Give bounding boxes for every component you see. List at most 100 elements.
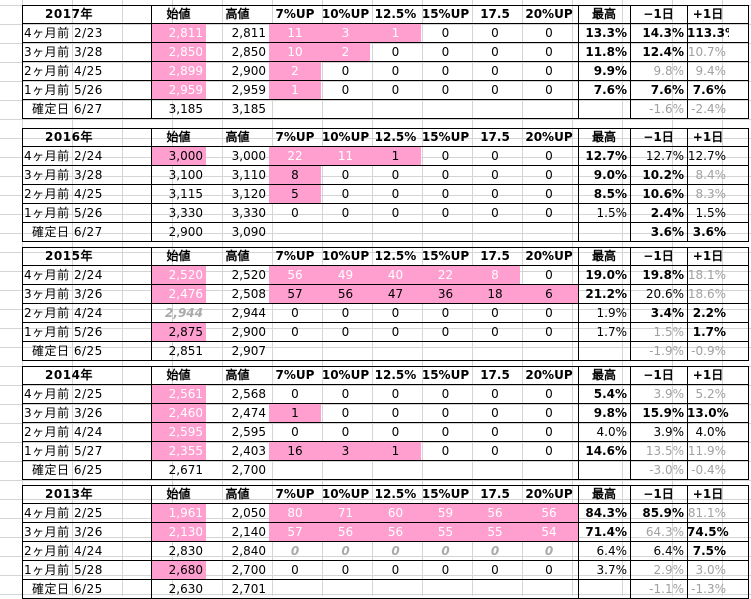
column-header[interactable]: 17.5 [480,368,510,382]
data-cell[interactable]: 1 [370,24,421,42]
data-cell[interactable]: 0 [545,268,553,282]
data-cell[interactable]: 2,900 [231,64,266,78]
column-header[interactable]: +1日 [692,130,724,144]
data-cell[interactable]: 2.4% [650,206,684,220]
data-cell[interactable]: 2 [269,62,321,80]
data-cell[interactable]: 0 [391,206,400,220]
data-cell[interactable]: 22 [421,266,470,284]
data-cell[interactable]: 74.5% [687,525,729,539]
row-label[interactable]: 確定日 6/25 [32,344,103,358]
column-header[interactable]: 高値 [225,7,250,21]
data-cell[interactable]: 0 [341,306,350,320]
data-cell[interactable]: 19.0% [585,268,627,282]
data-cell[interactable]: 1 [269,404,321,422]
data-cell[interactable]: 5.2% [695,387,727,401]
column-header[interactable]: 20%UP [525,130,573,144]
data-cell[interactable]: 0 [441,444,450,458]
data-cell[interactable]: 2,875 [151,323,206,341]
data-cell[interactable]: 0 [341,83,350,97]
column-header[interactable]: 最高 [591,249,616,263]
data-cell[interactable]: 1 [370,442,421,460]
column-header[interactable]: 高値 [225,368,250,382]
column-header[interactable]: 15%UP [421,130,470,144]
data-cell[interactable]: 7.6% [593,83,627,97]
data-cell[interactable]: 3.6% [650,225,684,239]
data-cell[interactable]: 0 [291,387,299,401]
data-cell[interactable]: 2,355 [151,442,206,460]
data-cell[interactable]: 9.8% [653,64,685,78]
data-cell[interactable]: 0 [441,64,450,78]
data-cell[interactable] [520,100,578,118]
data-cell[interactable]: 0 [491,168,499,182]
row-label[interactable]: 2ヶ月前 4/24 [24,306,103,320]
row-label[interactable]: 2ヶ月前 4/25 [24,187,103,201]
row-label[interactable]: 3ヶ月前 3/28 [24,168,103,182]
data-cell[interactable]: 3.9% [653,387,685,401]
data-cell[interactable]: 3,185 [168,102,203,116]
data-cell[interactable]: 0 [491,187,499,201]
data-cell[interactable] [370,342,421,360]
data-cell[interactable]: 0 [341,187,350,201]
column-header[interactable]: 12.5% [374,487,417,501]
data-cell[interactable]: 0 [491,387,499,401]
data-cell[interactable]: 0 [441,45,450,59]
data-cell[interactable]: 56 [269,266,321,284]
column-header[interactable]: 高値 [225,487,250,501]
data-cell[interactable] [269,580,321,598]
data-cell[interactable]: 0 [291,306,299,320]
data-cell[interactable]: 12.7% [645,149,684,163]
column-header[interactable]: 17.5 [480,487,510,501]
data-cell[interactable]: 12.7% [585,149,627,163]
data-cell[interactable] [321,100,370,118]
data-cell[interactable] [470,100,520,118]
data-cell[interactable]: 21.2% [585,287,627,301]
data-cell[interactable]: 0 [391,64,400,78]
row-label[interactable]: 4ヶ月前 2/23 [24,26,103,40]
data-cell[interactable]: 0 [441,544,450,558]
data-cell[interactable] [470,461,520,479]
row-label[interactable]: 確定日 6/27 [32,102,103,116]
data-cell[interactable]: 2,944 [231,306,266,320]
data-cell[interactable]: 3 [321,24,370,42]
column-header[interactable]: 10%UP [321,130,370,144]
data-cell[interactable]: 3,110 [231,168,266,182]
row-label[interactable]: 1ヶ月前 5/27 [24,444,103,458]
data-cell[interactable]: 0 [391,563,400,577]
data-cell[interactable]: 0 [391,187,400,201]
data-cell[interactable]: -3.0% [649,463,684,477]
data-cell[interactable]: 0 [291,563,299,577]
data-cell[interactable]: 0 [491,26,499,40]
data-cell[interactable]: 18.1% [687,268,726,282]
data-cell[interactable]: 12.7% [687,149,726,163]
data-cell[interactable] [578,342,630,360]
data-cell[interactable]: 2,907 [231,344,266,358]
data-cell[interactable]: 40 [370,266,421,284]
data-cell[interactable]: 2,700 [231,563,266,577]
data-cell[interactable]: 2,830 [168,544,203,558]
data-cell[interactable]: 0 [545,306,553,320]
data-cell[interactable]: 6.4% [596,544,628,558]
data-cell[interactable]: 20.6% [645,287,684,301]
column-header[interactable]: 始値 [166,368,191,382]
column-header[interactable]: 始値 [166,249,191,263]
data-cell[interactable]: 81.1% [687,506,726,520]
data-cell[interactable]: 3.4% [650,306,684,320]
data-cell[interactable]: 2,561 [151,385,206,403]
data-cell[interactable] [269,342,321,360]
data-cell[interactable]: 0 [441,306,450,320]
data-cell[interactable]: 1.9% [596,306,628,320]
data-cell[interactable]: -2.4% [691,102,726,116]
data-cell[interactable]: 11 [321,147,370,165]
data-cell[interactable]: 3,115 [168,187,203,201]
column-header[interactable]: 10%UP [321,368,370,382]
column-header[interactable]: 20%UP [525,368,573,382]
data-cell[interactable]: 2,474 [231,406,266,420]
data-cell[interactable] [421,580,470,598]
data-cell[interactable]: 3,120 [231,187,266,201]
column-header[interactable]: +1日 [692,487,724,501]
data-cell[interactable]: 54 [520,523,578,541]
data-cell[interactable]: 0 [545,149,553,163]
column-header[interactable]: −1日 [643,7,674,21]
data-cell[interactable]: 0 [341,64,350,78]
data-cell[interactable] [578,100,630,118]
